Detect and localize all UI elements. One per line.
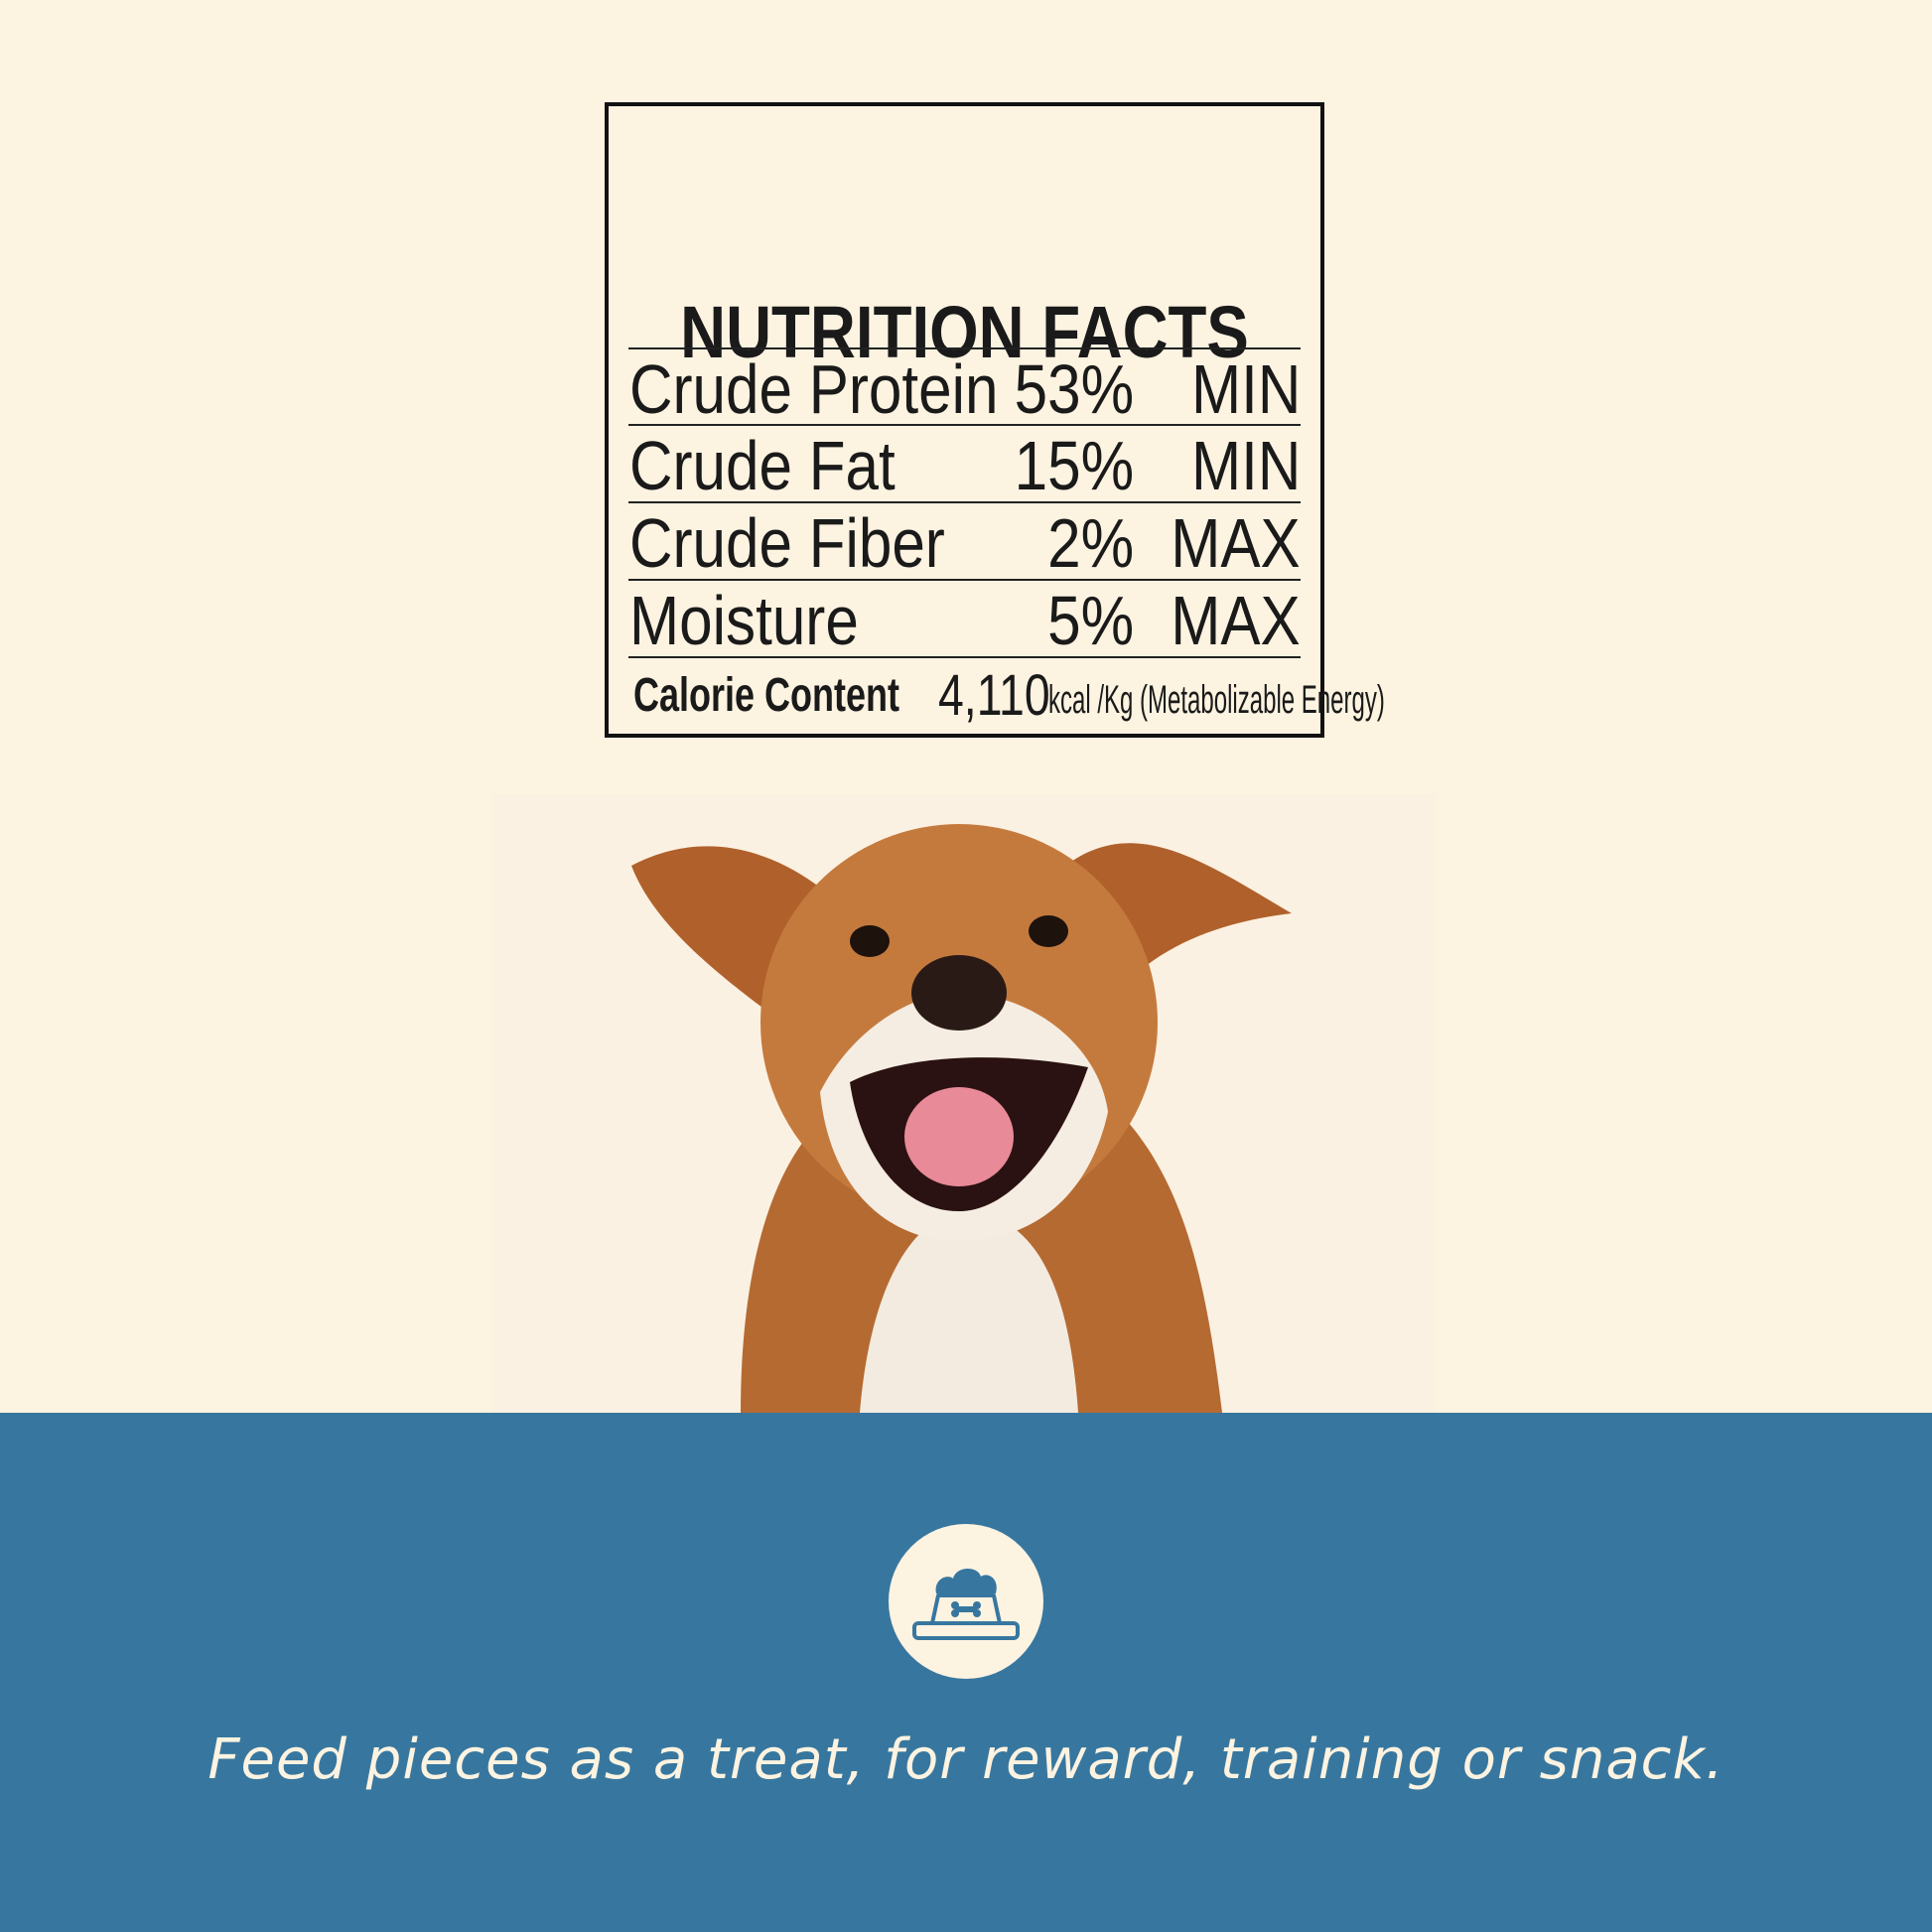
- divider: [628, 501, 1301, 503]
- divider: [628, 656, 1301, 658]
- dog-eye-right: [1029, 915, 1068, 947]
- nutrient-label: Crude Protein: [629, 350, 999, 428]
- feeding-instruction: Feed pieces as a treat, for reward, trai…: [207, 1727, 1725, 1792]
- nutrient-label: Crude Fiber: [629, 504, 945, 582]
- nutrient-value: 5%: [1046, 582, 1134, 659]
- dog-nose: [911, 955, 1007, 1031]
- nutrient-label: Moisture: [629, 582, 859, 659]
- calorie-unit: kcal /Kg (Metabolizable Energy): [1048, 678, 1385, 722]
- nutrient-unit: MIN: [1190, 350, 1301, 428]
- calorie-value: 4,110: [938, 663, 1050, 728]
- nutrient-row: Moisture 5% MAX: [629, 582, 1301, 659]
- nutrient-value: 53%: [1014, 350, 1134, 428]
- nutrient-row: Crude Fiber 2% MAX: [629, 504, 1301, 582]
- divider: [628, 347, 1301, 349]
- nutrient-value: 15%: [1014, 427, 1134, 504]
- dog-eye-left: [850, 925, 890, 957]
- nutrient-value: 2%: [1046, 504, 1134, 582]
- nutrition-title: NUTRITION FACTS: [680, 291, 1249, 373]
- divider: [628, 424, 1301, 426]
- nutrient-unit: MAX: [1171, 582, 1301, 659]
- divider: [628, 579, 1301, 581]
- nutrient-row: Crude Protein 53% MIN: [629, 350, 1301, 428]
- nutrient-unit: MAX: [1171, 504, 1301, 582]
- happy-dog-image: [492, 794, 1436, 1413]
- dog-food-bowl-icon: [889, 1524, 1043, 1679]
- nutrition-facts-panel: NUTRITION FACTS Crude Protein 53% MIN Cr…: [605, 102, 1385, 738]
- nutrient-unit: MIN: [1190, 427, 1301, 504]
- nutrient-label: Crude Fat: [629, 427, 896, 504]
- dog-tongue: [904, 1087, 1014, 1186]
- dog-chest: [860, 1211, 1078, 1413]
- calorie-label: Calorie Content: [633, 669, 900, 722]
- nutrient-row: Crude Fat 15% MIN: [629, 427, 1301, 504]
